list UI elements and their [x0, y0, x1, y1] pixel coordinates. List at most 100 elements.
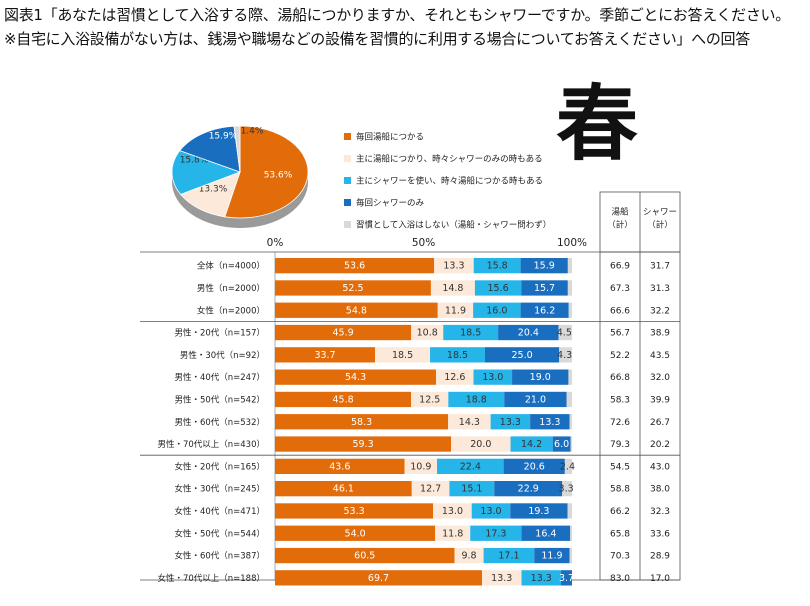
season-label: 春: [556, 77, 639, 172]
bar-value-label: 20.4: [518, 328, 539, 339]
row-label: 男性（n=2000）: [197, 283, 265, 294]
table-value-tub: 66.2: [610, 507, 630, 517]
bar-value-label: 53.6: [344, 261, 365, 272]
bar-value-label: 16.0: [486, 305, 507, 316]
row-label: 女性・50代（n=544）: [174, 528, 265, 539]
bar-value-label: 59.3: [352, 439, 373, 450]
bar-segment: [521, 280, 568, 296]
bar-segment: [494, 481, 563, 497]
bar-value-label: 13.0: [482, 372, 503, 383]
bar-value-label: 3.7: [559, 573, 574, 584]
bar-segment: [504, 391, 567, 408]
legend-label: 習慣として入浴はしない（湯船・シャワー問わず）: [356, 220, 551, 231]
table-value-shower: 28.9: [650, 552, 670, 562]
bar-value-label: 19.0: [530, 372, 551, 383]
table-header: シャワー: [643, 208, 677, 218]
bar-segment: [434, 258, 474, 274]
bar-segment: [569, 414, 572, 430]
bar-value-label: 58.3: [351, 417, 372, 428]
bar-segment: [275, 481, 412, 497]
bar-value-label: 20.0: [470, 439, 491, 450]
bar-value-label: 53.3: [343, 506, 364, 517]
row-label: 男性・20代（n=157）: [174, 328, 265, 339]
table-header: 湯船: [611, 207, 629, 218]
table-value-shower: 38.0: [650, 485, 670, 495]
row-label: 女性（n=2000）: [197, 305, 265, 316]
row-label: 女性・60代（n=387）: [174, 551, 265, 562]
bar-value-label: 2.4: [560, 461, 575, 472]
bar-segment: [474, 280, 522, 296]
row-label: 男性・70代以上（n=430）: [157, 439, 265, 450]
pie-slice: [233, 125, 241, 173]
table-value-shower: 20.2: [650, 440, 670, 450]
legend-label: 主にシャワーを使い、時々湯船につかる時もある: [356, 176, 543, 187]
bar-segment: [558, 324, 572, 341]
pie-slice: [224, 125, 309, 219]
bar-segment: [570, 436, 572, 452]
bar-segment: [275, 280, 431, 296]
bar-segment: [520, 302, 569, 318]
bar-value-label: 45.8: [333, 394, 354, 405]
table-value-tub: 58.8: [610, 485, 630, 495]
bar-segment: [451, 436, 511, 452]
bar-value-label: 22.4: [460, 461, 481, 472]
bar-value-label: 18.5: [392, 350, 413, 361]
x-tick-label: 100%: [557, 237, 587, 249]
table-value-shower: 43.5: [650, 351, 670, 361]
bar-value-label: 3.3: [559, 484, 574, 495]
bar-value-label: 13.3: [443, 261, 464, 272]
bar-segment: [534, 547, 570, 564]
pie-slice-label: 15.8%: [180, 156, 209, 166]
table-value-tub: 52.2: [610, 351, 630, 361]
bar-value-label: 15.9: [534, 261, 555, 272]
x-tick-label: 0%: [267, 237, 284, 249]
table-value-tub: 66.8: [610, 373, 630, 383]
bar-segment: [454, 547, 484, 564]
legend-swatch: [344, 155, 351, 162]
pie-slice: [179, 171, 241, 218]
bar-segment: [512, 369, 569, 385]
bar-segment: [411, 391, 449, 408]
bar-value-label: 12.7: [420, 484, 441, 495]
table-value-tub: 66.6: [610, 306, 630, 316]
pie-depth-band: [172, 172, 308, 228]
legend-swatch: [344, 133, 351, 140]
table-value-shower: 32.2: [650, 306, 670, 316]
bar-segment: [275, 414, 449, 430]
bar-value-label: 10.9: [410, 461, 431, 472]
table-value-shower: 32.0: [650, 373, 670, 383]
bar-segment: [443, 324, 499, 341]
pie-slice: [179, 125, 241, 173]
bar-segment: [569, 547, 572, 564]
bar-segment: [484, 347, 560, 363]
bar-segment: [437, 302, 474, 318]
bar-segment: [435, 525, 471, 541]
legend-label: 主に湯船につかり、時々シャワーのみの時もある: [356, 154, 543, 165]
row-label: 男性・60代（n=532）: [174, 417, 265, 428]
bar-segment: [482, 570, 522, 586]
bar-value-label: 13.0: [480, 506, 501, 517]
bar-segment: [483, 547, 535, 564]
bar-segment: [411, 481, 450, 497]
table-value-tub: 67.3: [610, 284, 630, 294]
bar-segment: [375, 347, 431, 363]
bar-segment: [430, 280, 475, 296]
bar-segment: [570, 525, 572, 541]
row-label: 男性・30代（n=92）: [180, 350, 265, 361]
bar-segment: [567, 280, 572, 296]
bar-segment: [275, 369, 437, 385]
bar-segment: [275, 547, 455, 564]
table-value-tub: 56.7: [610, 329, 630, 339]
bar-value-label: 13.3: [500, 417, 521, 428]
table-value-tub: 72.6: [610, 418, 630, 428]
bar-segment: [567, 258, 572, 274]
bar-segment: [275, 258, 435, 274]
bar-segment: [521, 570, 562, 586]
legend-label: 毎回湯船につかる: [356, 132, 424, 143]
bar-value-label: 25.0: [512, 350, 533, 361]
bar-value-label: 13.0: [442, 506, 463, 517]
table-value-shower: 43.0: [650, 462, 670, 472]
bar-segment: [275, 391, 412, 408]
row-label: 男性・40代（n=247）: [174, 372, 265, 383]
bar-value-label: 52.5: [342, 283, 363, 294]
